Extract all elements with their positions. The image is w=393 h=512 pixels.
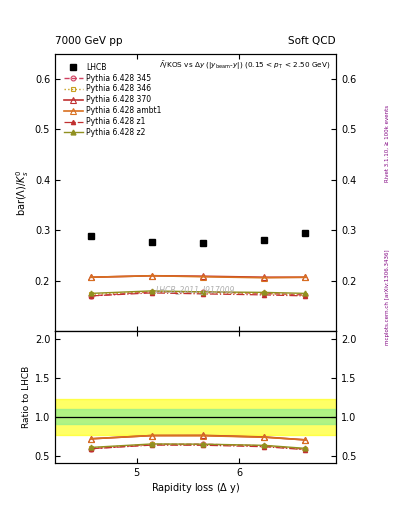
LHCB: [88, 233, 93, 239]
Pythia 6.428 370: [150, 273, 154, 279]
Line: Pythia 6.428 z2: Pythia 6.428 z2: [88, 288, 308, 296]
Text: $\bar{\Lambda}$/KOS vs $\Delta y$ ($|y_{\mathrm{beam}}$-$y|$) (0.15 < $p_\mathrm: $\bar{\Lambda}$/KOS vs $\Delta y$ ($|y_{…: [159, 59, 331, 72]
Pythia 6.428 z1: [201, 291, 206, 297]
Pythia 6.428 370: [303, 274, 308, 281]
Line: Pythia 6.428 ambt1: Pythia 6.428 ambt1: [88, 273, 308, 281]
X-axis label: Rapidity loss ($\Delta$ y): Rapidity loss ($\Delta$ y): [151, 481, 240, 495]
LHCB: [201, 240, 206, 246]
Line: LHCB: LHCB: [87, 229, 309, 246]
LHCB: [303, 230, 308, 236]
Text: LHCB_2011_I917009: LHCB_2011_I917009: [156, 285, 235, 294]
Pythia 6.428 z2: [150, 288, 154, 294]
Y-axis label: Ratio to LHCB: Ratio to LHCB: [22, 366, 31, 429]
Pythia 6.428 370: [201, 273, 206, 280]
Pythia 6.428 346: [88, 291, 93, 297]
Pythia 6.428 345: [262, 290, 267, 296]
Pythia 6.428 z1: [303, 293, 308, 299]
Pythia 6.428 346: [201, 290, 206, 296]
Bar: [55, 399, 336, 435]
Line: Pythia 6.428 z1: Pythia 6.428 z1: [89, 291, 307, 298]
Pythia 6.428 345: [88, 293, 93, 299]
Pythia 6.428 346: [150, 289, 154, 295]
Legend: LHCB, Pythia 6.428 345, Pythia 6.428 346, Pythia 6.428 370, Pythia 6.428 ambt1, : LHCB, Pythia 6.428 345, Pythia 6.428 346…: [62, 60, 164, 139]
Pythia 6.428 346: [262, 290, 267, 296]
Text: 7000 GeV pp: 7000 GeV pp: [55, 36, 123, 46]
Pythia 6.428 z1: [88, 293, 93, 299]
Pythia 6.428 z2: [201, 289, 206, 295]
Text: Rivet 3.1.10, ≥ 100k events: Rivet 3.1.10, ≥ 100k events: [385, 105, 389, 182]
Pythia 6.428 345: [150, 289, 154, 295]
Pythia 6.428 z2: [262, 289, 267, 295]
Pythia 6.428 370: [88, 274, 93, 281]
Pythia 6.428 ambt1: [303, 274, 308, 281]
Line: Pythia 6.428 346: Pythia 6.428 346: [88, 289, 308, 298]
Pythia 6.428 z1: [150, 290, 154, 296]
Pythia 6.428 ambt1: [201, 274, 206, 280]
Pythia 6.428 ambt1: [262, 274, 267, 281]
Pythia 6.428 370: [262, 274, 267, 281]
Y-axis label: bar($\Lambda$)/$K^0_s$: bar($\Lambda$)/$K^0_s$: [14, 169, 31, 216]
Text: mcplots.cern.ch [arXiv:1306.3436]: mcplots.cern.ch [arXiv:1306.3436]: [385, 249, 389, 345]
Pythia 6.428 z2: [88, 290, 93, 296]
Pythia 6.428 346: [303, 292, 308, 298]
LHCB: [262, 238, 267, 244]
Pythia 6.428 z2: [303, 290, 308, 296]
Line: Pythia 6.428 345: Pythia 6.428 345: [88, 289, 308, 298]
Pythia 6.428 ambt1: [88, 274, 93, 281]
Line: Pythia 6.428 370: Pythia 6.428 370: [88, 273, 308, 280]
Pythia 6.428 345: [303, 292, 308, 298]
Text: Soft QCD: Soft QCD: [288, 36, 336, 46]
Pythia 6.428 345: [201, 289, 206, 295]
LHCB: [150, 239, 154, 245]
Pythia 6.428 ambt1: [150, 273, 154, 279]
Bar: [55, 409, 336, 424]
Pythia 6.428 z1: [262, 292, 267, 298]
